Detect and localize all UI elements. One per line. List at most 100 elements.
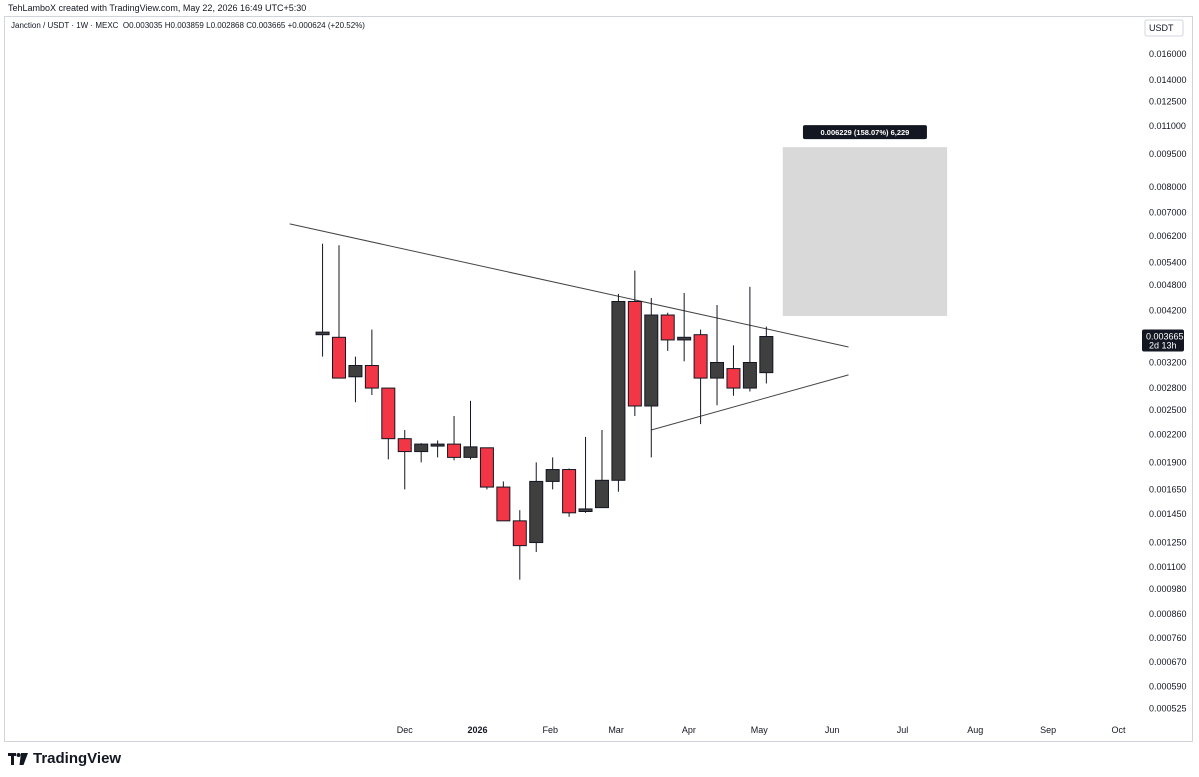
candle-body	[381, 387, 396, 440]
price-tick-label: 0.007000	[1149, 208, 1187, 218]
price-tick-label: 0.003200	[1149, 358, 1187, 368]
candle-body	[742, 362, 757, 389]
candle	[463, 400, 478, 460]
time-tick-label: Sep	[1040, 725, 1056, 735]
time-tick-label: May	[751, 725, 769, 735]
price-tick-label: 0.004200	[1149, 305, 1187, 315]
time-tick-label: 2026	[468, 725, 488, 735]
price-tick-label: 0.002500	[1149, 405, 1187, 415]
candle-body	[578, 508, 593, 513]
close-label: C	[246, 21, 252, 30]
price-tick-label: 0.002200	[1149, 429, 1187, 439]
candle-body	[677, 336, 692, 341]
candle-body	[611, 301, 626, 481]
measure-layer: 0.006229 (158.07%) 6,229	[782, 125, 948, 316]
price-tick-label: 0.000760	[1149, 633, 1187, 643]
ascending-trendline	[651, 374, 849, 431]
candle-body	[479, 447, 494, 488]
price-tick-label: 0.012500	[1149, 97, 1187, 107]
price-tick-label: 0.006200	[1149, 231, 1187, 241]
time-tick-label: Jul	[897, 725, 909, 735]
candle	[315, 243, 330, 357]
candle	[677, 292, 692, 362]
candle-body	[397, 438, 412, 453]
candle	[545, 457, 560, 490]
candle-body	[545, 469, 560, 482]
price-tick-label: 0.016000	[1149, 49, 1187, 59]
candle-body	[660, 314, 675, 341]
tradingview-logo-icon	[8, 752, 28, 765]
candle-body	[496, 486, 511, 522]
candle	[726, 345, 741, 396]
candle-body	[364, 365, 379, 389]
candle	[529, 462, 544, 552]
candle-body	[414, 443, 429, 453]
candle-body	[627, 301, 642, 407]
bar-countdown: 2d 13h	[1149, 341, 1177, 351]
currency-selector-box[interactable]	[1144, 19, 1184, 37]
price-tick-label: 0.001100	[1149, 562, 1186, 572]
candle-body	[726, 368, 741, 389]
currency-selector-label[interactable]: USDT	[1149, 23, 1174, 33]
time-tick-label: Feb	[543, 725, 559, 735]
candles	[315, 243, 774, 580]
price-tick-label: 0.002800	[1149, 383, 1187, 393]
price-tick-label: 0.014000	[1149, 75, 1187, 85]
open-value: 0.003035	[129, 21, 163, 30]
candle	[496, 481, 511, 522]
high-label: H	[164, 21, 171, 30]
candle-body	[529, 480, 544, 544]
price-tick-label: 0.000860	[1149, 609, 1187, 619]
price-tick-label: 0.001900	[1149, 457, 1187, 467]
price-tick-label: 0.001450	[1149, 509, 1187, 519]
candle	[381, 387, 396, 460]
candle-body	[759, 336, 774, 374]
candle	[414, 443, 429, 463]
time-axis[interactable]: Dec 2026 Feb Mar Apr May Jun Jul Aug Sep Oct	[397, 725, 1126, 735]
candle-body	[562, 469, 577, 514]
candle	[742, 286, 757, 392]
tradingview-logo[interactable]: TradingView	[8, 750, 121, 767]
time-tick-label: Aug	[967, 725, 983, 735]
candle-body	[332, 336, 346, 379]
candle-body	[447, 443, 462, 458]
symbol-name[interactable]: Janction / USDT · 1W · MEXC	[11, 21, 119, 30]
time-tick-label: Dec	[397, 725, 414, 735]
price-axis[interactable]: USDT 0.0160000.0140000.0125000.0110000.0…	[1142, 19, 1187, 714]
candle-body	[348, 365, 363, 378]
price-ticks: 0.016000 0.014000 0.012500 0.011000 0.009500…	[1149, 49, 1187, 714]
candle-body	[315, 331, 330, 336]
price-tick-label: 0.000670	[1149, 657, 1187, 667]
price-tick-label: 0.001650	[1149, 484, 1187, 494]
candle-body	[594, 479, 609, 509]
candle	[644, 298, 659, 458]
candle	[562, 468, 577, 517]
symbol-legend: Janction / USDT · 1W · MEXC O0.003035 H0…	[11, 21, 365, 30]
chart-frame	[4, 16, 1193, 742]
candle	[594, 429, 609, 509]
measure-label-background	[802, 125, 927, 140]
price-tick-label: 0.001250	[1149, 538, 1187, 548]
measure-range-box[interactable]	[782, 147, 948, 316]
candle	[348, 356, 363, 403]
time-tick-label: Oct	[1112, 725, 1127, 735]
chart-attribution: TehLamboX created with TradingView.com, …	[8, 3, 307, 13]
candle	[660, 312, 675, 351]
price-tick-label: 0.000525	[1149, 704, 1187, 714]
candle	[512, 510, 527, 580]
candle-body	[430, 443, 445, 447]
candle	[479, 447, 494, 490]
candle-body	[644, 314, 659, 407]
candle-body	[463, 446, 478, 458]
close-value: 0.003665	[251, 21, 286, 30]
descending-trendline	[289, 223, 849, 348]
tradingview-wordmark: TradingView	[33, 750, 122, 767]
candle	[693, 329, 708, 425]
time-tick-label: Apr	[682, 725, 696, 735]
price-tick-label: 0.000590	[1149, 681, 1187, 691]
low-label: L	[206, 21, 211, 30]
measure-label: 0.006229 (158.07%) 6,229	[821, 128, 910, 137]
candle	[710, 305, 725, 406]
high-value: 0.003859	[170, 21, 204, 30]
